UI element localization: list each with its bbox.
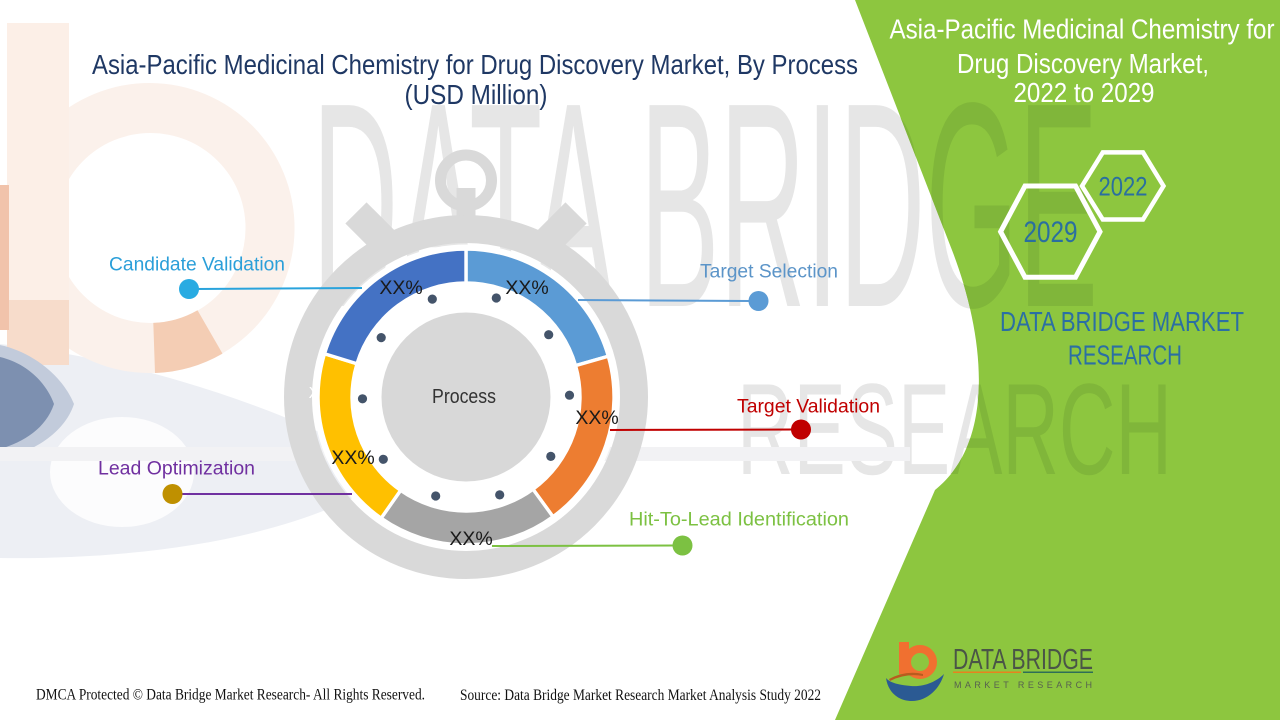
svg-text:2022 to 2029: 2022 to 2029 (1014, 77, 1155, 108)
svg-text:2029: 2029 (1024, 216, 1078, 249)
svg-text:XX%: XX% (575, 407, 618, 429)
svg-text:XX%: XX% (331, 447, 374, 469)
svg-text:MARKET RESEARCH: MARKET RESEARCH (954, 680, 1092, 690)
svg-text:Target Validation: Target Validation (737, 397, 880, 418)
svg-text:Process: Process (432, 386, 496, 408)
svg-text:XX%: XX% (449, 528, 492, 550)
svg-text:DMCA Protected © Data Bridge M: DMCA Protected © Data Bridge Market Rese… (36, 687, 425, 704)
svg-text:Asia-Pacific Medicinal Chemist: Asia-Pacific Medicinal Chemistry for Dru… (92, 49, 858, 80)
svg-text:X: X (309, 385, 320, 402)
svg-text:RESEARCH: RESEARCH (1068, 340, 1182, 371)
svg-text:Source: Data Bridge Market Res: Source: Data Bridge Market Research Mark… (460, 687, 821, 704)
svg-text:Target Selection: Target Selection (700, 262, 838, 283)
svg-text:XX%: XX% (379, 277, 422, 299)
svg-text:Candidate Validation: Candidate Validation (109, 255, 285, 276)
svg-text:2022: 2022 (1099, 172, 1148, 202)
svg-text:Asia-Pacific Medicinal Chemist: Asia-Pacific Medicinal Chemistry for (890, 14, 1275, 45)
svg-text:Lead Optimization: Lead Optimization (98, 459, 255, 480)
svg-text:DATA BRIDGE: DATA BRIDGE (953, 644, 1093, 676)
svg-text:Hit-To-Lead Identification: Hit-To-Lead Identification (629, 510, 849, 531)
svg-text:(USD Million): (USD Million) (405, 79, 548, 110)
svg-text:Drug Discovery Market,: Drug Discovery Market, (957, 48, 1209, 79)
svg-text:DATA BRIDGE MARKET: DATA BRIDGE MARKET (1000, 306, 1244, 337)
svg-text:XX%: XX% (505, 277, 548, 299)
